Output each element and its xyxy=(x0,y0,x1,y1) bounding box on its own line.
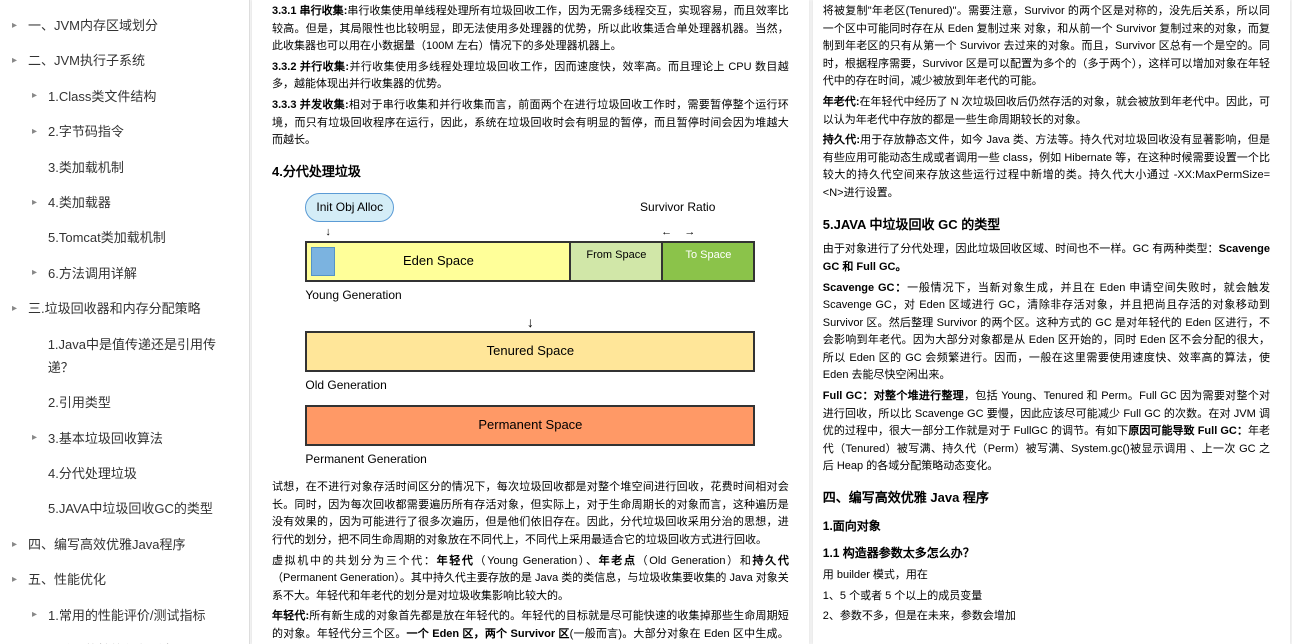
page-left: 3.3.1 串行收集:串行收集使用单线程处理所有垃圾回收工作，因为无需多线程交互… xyxy=(252,0,809,644)
nav-label: 三.垃圾回收器和内存分配策略 xyxy=(28,297,201,320)
nav-label: 二、JVM执行子系统 xyxy=(28,49,145,72)
nav-item-2[interactable]: ▸1.Class类文件结构 xyxy=(0,79,249,114)
nav-label: 5.Tomcat类加载机制 xyxy=(48,226,166,249)
nav-item-17[interactable]: ▸2.常用的性能优化手段 xyxy=(0,633,249,644)
body-perm-gen: 持久代:用于存放静态文件，如今 Java 类、方法等。持久代对垃圾回收没有显著影… xyxy=(823,132,1270,202)
expand-icon: ▸ xyxy=(12,300,24,318)
from-space: From Space xyxy=(571,243,663,280)
heading-4: 4.分代处理垃圾 xyxy=(272,162,789,183)
nav-item-0[interactable]: ▸一、JVM内存区域划分 xyxy=(0,8,249,43)
nav-item-6[interactable]: 5.Tomcat类加载机制 xyxy=(0,220,249,255)
nav-item-4[interactable]: 3.类加载机制 xyxy=(0,150,249,185)
nav-label: 五、性能优化 xyxy=(28,568,106,591)
nav-label: 3.类加载机制 xyxy=(48,156,124,179)
nav-item-14[interactable]: ▸四、编写高效优雅Java程序 xyxy=(0,527,249,562)
expand-icon: ▸ xyxy=(32,194,44,212)
nav-item-9[interactable]: 1.Java中是值传递还是引用传递？ xyxy=(0,327,249,386)
body-builder: 用 builder 模式，用在 xyxy=(823,567,1270,585)
old-gen-label: Old Generation xyxy=(305,376,755,395)
nav-item-10[interactable]: 2.引用类型 xyxy=(0,385,249,420)
nav-item-3[interactable]: ▸2.字节码指令 xyxy=(0,114,249,149)
memory-diagram: Init Obj Alloc Survivor Ratio ↓ ← → Eden … xyxy=(305,193,755,470)
heading-331: 3.3.1 串行收集: xyxy=(272,5,347,17)
expand-icon: ▸ xyxy=(12,52,24,70)
heading-333: 3.3.3 并发收集: xyxy=(272,99,349,111)
heading-sec4-1: 1.面向对象 xyxy=(823,517,1270,536)
diagram-survivor-label: Survivor Ratio xyxy=(640,198,715,217)
nav-label: 3.基本垃圾回收算法 xyxy=(48,427,163,450)
heading-332: 3.3.2 并行收集: xyxy=(272,61,349,73)
content-area: 3.3.1 串行收集:串行收集使用单线程处理所有垃圾回收工作，因为无需多线程交互… xyxy=(250,0,1292,644)
expand-icon: ▸ xyxy=(32,606,44,624)
expand-icon: ▸ xyxy=(32,429,44,447)
nav-label: 一、JVM内存区域划分 xyxy=(28,14,158,37)
arrow-down-icon: ↓ xyxy=(325,224,331,242)
eden-space: Eden Space xyxy=(307,243,571,280)
nav-item-5[interactable]: ▸4.类加载器 xyxy=(0,185,249,220)
expand-icon: ▸ xyxy=(12,536,24,554)
heading-sec4: 四、编写高效优雅 Java 程序 xyxy=(823,488,1270,509)
expand-icon: ▸ xyxy=(12,17,24,35)
nav-item-8[interactable]: ▸三.垃圾回收器和内存分配策略 xyxy=(0,291,249,326)
nav-item-1[interactable]: ▸二、JVM执行子系统 xyxy=(0,43,249,78)
body-builder-l1: 1、5 个或者 5 个以上的成员变量 xyxy=(823,588,1270,606)
nav-label: 6.方法调用详解 xyxy=(48,262,137,285)
expand-icon: ▸ xyxy=(32,123,44,141)
nav-item-7[interactable]: ▸6.方法调用详解 xyxy=(0,256,249,291)
body-scavenge: Scavenge GC：一般情况下，当新对象生成，并且在 Eden 申请空间失败… xyxy=(823,280,1270,386)
perm-space: Permanent Space xyxy=(305,405,755,446)
nav-item-15[interactable]: ▸五、性能优化 xyxy=(0,562,249,597)
nav-item-13[interactable]: 5.JAVA中垃圾回收GC的类型 xyxy=(0,491,249,526)
nav-label: 4.类加载器 xyxy=(48,191,111,214)
expand-icon: ▸ xyxy=(32,264,44,282)
body-builder-l2: 2、参数不多，但是在未来，参数会增加 xyxy=(823,608,1270,626)
nav-label: 2.字节码指令 xyxy=(48,120,124,143)
nav-label: 2.引用类型 xyxy=(48,391,111,414)
arrow-lr-icon: ← → xyxy=(661,224,695,242)
nav-item-16[interactable]: ▸1.常用的性能评价/测试指标 xyxy=(0,598,249,633)
body-331: 串行收集使用单线程处理所有垃圾回收工作，因为无需多线程交互，实现容易，而且效率比… xyxy=(272,5,789,52)
body-333: 相对于串行收集和并行收集而言，前面两个在进行垃圾回收工作时，需要暂停整个运行环境… xyxy=(272,99,789,146)
nav-label: 4.分代处理垃圾 xyxy=(48,462,137,485)
body-332: 并行收集使用多线程处理垃圾回收工作，因而速度快，效率高。而且理论上 CPU 数目… xyxy=(272,61,789,91)
body-4-p2: 虚拟机中的共划分为三个代：年轻代（Young Generation）、年老点（O… xyxy=(272,553,789,606)
nav-label: 四、编写高效优雅Java程序 xyxy=(28,533,185,556)
body-4-p1: 试想，在不进行对象存活时间区分的情况下，每次垃圾回收都是对整个堆空间进行回收，花… xyxy=(272,479,789,549)
tenured-space: Tenured Space xyxy=(305,331,755,372)
diagram-init-label: Init Obj Alloc xyxy=(305,193,394,222)
page-right: 将被复制"年老区(Tenured)"。需要注意，Survivor 的两个区是对称… xyxy=(813,0,1290,644)
expand-icon: ▸ xyxy=(32,87,44,105)
expand-icon: ▸ xyxy=(12,571,24,589)
body-5-intro: 由于对象进行了分代处理，因此垃圾回收区域、时间也不一样。GC 有两种类型：Sca… xyxy=(823,241,1270,276)
nav-label: 5.JAVA中垃圾回收GC的类型 xyxy=(48,497,213,520)
nav-label: 1.Java中是值传递还是引用传递？ xyxy=(48,333,237,380)
arrow-down-icon: ↓ xyxy=(305,315,755,329)
nav-item-12[interactable]: 4.分代处理垃圾 xyxy=(0,456,249,491)
nav-label: 2.常用的性能优化手段 xyxy=(48,639,176,644)
body-4-p3: 年轻代:所有新生成的对象首先都是放在年轻代的。年轻代的目标就是尽可能快速的收集掉… xyxy=(272,608,789,644)
nav-item-11[interactable]: ▸3.基本垃圾回收算法 xyxy=(0,421,249,456)
heading-sec4-11: 1.1 构造器参数太多怎么办？ xyxy=(823,544,1270,563)
heading-5: 5.JAVA 中垃圾回收 GC 的类型 xyxy=(823,215,1270,236)
young-gen-label: Young Generation xyxy=(305,286,755,305)
perm-gen-label: Permanent Generation xyxy=(305,450,755,469)
sidebar-nav: ▸一、JVM内存区域划分▸二、JVM执行子系统▸1.Class类文件结构▸2.字… xyxy=(0,0,250,644)
body-tenured: 将被复制"年老区(Tenured)"。需要注意，Survivor 的两个区是对称… xyxy=(823,3,1270,91)
body-fullgc: Full GC：对整个堆进行整理，包括 Young、Tenured 和 Perm… xyxy=(823,388,1270,476)
body-old-gen: 年老代:在年轻代中经历了 N 次垃圾回收后仍然存活的对象，就会被放到年老代中。因… xyxy=(823,94,1270,129)
to-space: To Space xyxy=(663,243,753,280)
young-gen-bar: Eden Space From Space To Space xyxy=(305,241,755,282)
nav-label: 1.常用的性能评价/测试指标 xyxy=(48,604,205,627)
nav-label: 1.Class类文件结构 xyxy=(48,85,156,108)
